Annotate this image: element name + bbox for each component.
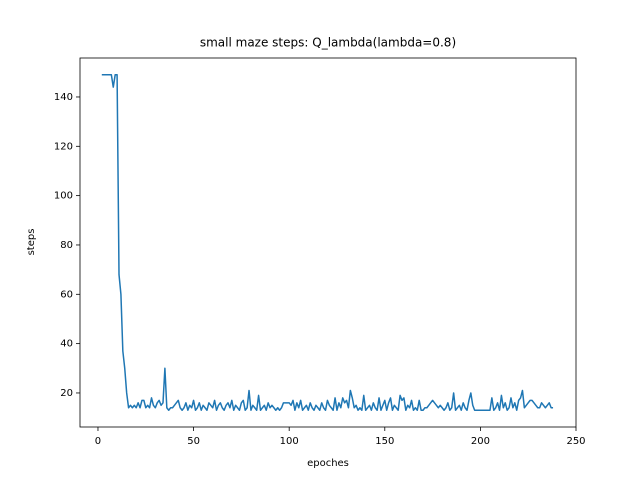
y-tick-label: 100 (54, 191, 73, 202)
x-tick-label: 50 (187, 436, 200, 447)
y-tick-label: 20 (60, 388, 73, 399)
data-line (101, 74, 554, 411)
x-tick-label: 100 (280, 436, 299, 447)
x-tick-label: 150 (375, 436, 394, 447)
plot-frame (79, 57, 577, 428)
chart-title: small maze steps: Q_lambda(lambda=0.8) (200, 36, 456, 50)
y-tick-label: 60 (60, 289, 73, 300)
y-tick-label: 140 (54, 92, 73, 103)
y-axis-label: steps (26, 229, 37, 256)
y-tick-label: 80 (60, 240, 73, 251)
x-tick-label: 0 (95, 436, 101, 447)
x-tick-label: 250 (566, 436, 585, 447)
x-tick-label: 200 (471, 436, 490, 447)
x-axis-label: epoches (307, 458, 349, 469)
y-tick-label: 40 (60, 339, 73, 350)
y-tick-label: 120 (54, 141, 73, 152)
